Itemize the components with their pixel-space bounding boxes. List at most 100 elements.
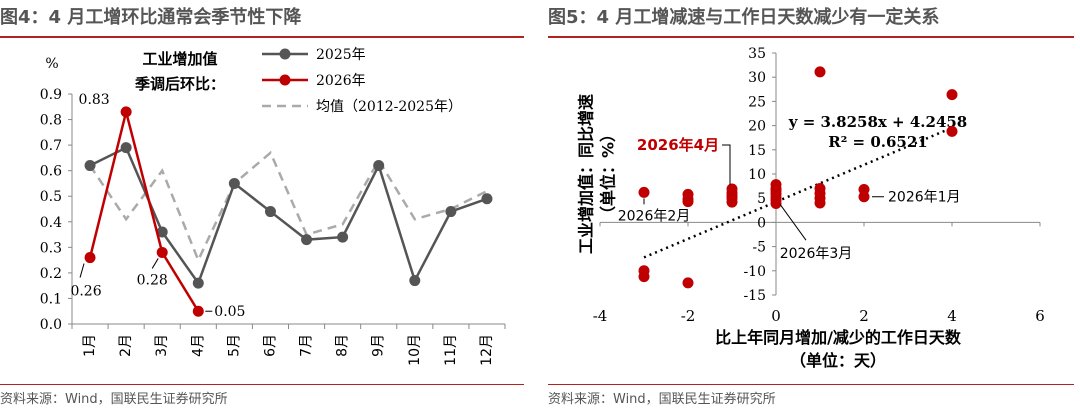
source-note: 资料来源：Wind，国联民生证券研究所 — [548, 392, 776, 407]
trendline-equation: y = 3.8258x + 4.2458 — [788, 113, 968, 131]
annotation-leader — [779, 203, 807, 241]
y-tick-label: 0.2 — [40, 266, 62, 282]
scatter-point — [638, 271, 650, 283]
x-tick-label: -2 — [681, 307, 696, 325]
series-point-0 — [120, 142, 132, 154]
right-chart-panel: 图5：4 月工增减速与工作日天数减少有一定关系 -15 -10 -5 0 5 10 15 20… — [548, 0, 1080, 418]
title-divider — [0, 36, 524, 38]
scatter-point — [726, 196, 738, 208]
leader-line — [79, 263, 85, 278]
data-label: 0.26 — [70, 284, 101, 300]
series-point-0 — [84, 160, 96, 172]
scatter-point — [946, 125, 958, 137]
x-tick-label: 9月 — [371, 334, 387, 357]
scatter-point — [770, 198, 782, 210]
legend-marker — [279, 74, 291, 86]
y-tick-label: 5 — [757, 191, 766, 207]
series-line-2 — [89, 150, 488, 264]
y-tick-label: 0.3 — [40, 240, 62, 256]
data-label: 0.83 — [79, 92, 110, 108]
legend-title: 季调后环比： — [135, 75, 225, 93]
x-tick-label: 4月 — [190, 334, 206, 357]
x-tick-label: 6月 — [262, 334, 278, 357]
y-tick-label: 0.0 — [40, 317, 62, 333]
x-tick-label: 11月 — [443, 334, 459, 366]
series-point-1 — [84, 252, 96, 264]
series-point-0 — [481, 193, 493, 205]
scatter-point — [682, 196, 694, 208]
x-tick-label: 1月 — [82, 334, 98, 357]
x-tick-label: 10月 — [407, 334, 423, 366]
y-tick-label: 0 — [757, 215, 766, 231]
y-tick-label: 0.7 — [40, 138, 62, 154]
leader-line — [151, 258, 159, 269]
data-label: 0.28 — [137, 272, 168, 288]
x-axis-label: （单位：天） — [790, 351, 886, 370]
x-tick-label: 4 — [947, 307, 957, 325]
series-point-0 — [409, 275, 421, 287]
source-divider — [0, 384, 524, 385]
scatter-point — [858, 191, 870, 203]
trendline — [643, 126, 953, 259]
legend-entry: 2026年 — [316, 73, 366, 89]
title-divider — [548, 36, 1074, 38]
data-label: 0.05 — [214, 304, 245, 320]
series-point-0 — [156, 226, 168, 238]
y-tick-label: -15 — [743, 288, 766, 304]
series-point-0 — [264, 206, 276, 218]
x-tick-label: 2月 — [118, 334, 134, 357]
series-line-1 — [88, 111, 200, 312]
x-tick-label: 8月 — [335, 334, 351, 357]
y-tick-label: 0.6 — [40, 164, 62, 180]
scatter-point — [638, 186, 650, 198]
y-tick-label: 20 — [748, 119, 766, 135]
series-point-0 — [192, 277, 204, 289]
series-point-1 — [192, 305, 204, 317]
line-chart: 0.0 0.1 0.2 0.3 0.4 0.5 0.6 0.7 0.8 0.9% 1月 2月 3月 4月 5… — [40, 47, 506, 366]
y-tick-label: 0.1 — [40, 291, 62, 307]
x-axis-label: 比上年同月增加/减少的工作日天数 — [715, 328, 962, 347]
y-tick-label: 25 — [748, 94, 766, 110]
y-tick-label: 15 — [748, 143, 766, 159]
x-tick-label: 12月 — [479, 334, 495, 366]
y-tick-label: 10 — [748, 167, 766, 183]
series-point-0 — [228, 177, 240, 189]
legend-title: 工业增加值 — [142, 50, 217, 68]
annotation-leader — [722, 144, 731, 185]
annotation-label: 2026年1月 — [888, 190, 961, 206]
scatter-chart: -15 -10 -5 0 5 10 15 20 25 30 35 -4 -2 0 2 4 6 比上年同月增加/减少… — [577, 46, 1045, 370]
annotation-label: 2026年4月 — [637, 136, 719, 154]
scatter-point — [814, 66, 826, 78]
legend-marker — [279, 48, 291, 60]
series-point-1 — [156, 246, 168, 258]
trendline-r-squared: R² = 0.6521 — [828, 133, 927, 151]
y-tick-label: 0.4 — [40, 215, 62, 231]
x-tick-label: 2 — [859, 307, 869, 325]
x-tick-label: 0 — [771, 307, 781, 325]
left-chart-panel: 图4：4 月工增环比通常会季节性下降 0.0 0.1 0.2 0.3 0.4 0.5 0.6… — [0, 0, 530, 418]
annotation-label: 2026年2月 — [618, 208, 691, 224]
y-axis-label: （单位：%） — [599, 126, 618, 222]
x-tick-label: -4 — [593, 307, 608, 325]
chart-title: 图5：4 月工增减速与工作日天数减少有一定关系 — [548, 7, 940, 28]
legend-entry: 均值（2012-2025年） — [316, 99, 462, 115]
annotation-label: 2026年3月 — [780, 246, 853, 262]
y-tick-label: 0.8 — [40, 113, 62, 129]
y-tick-label: 0.9 — [40, 87, 62, 103]
x-tick-label: 3月 — [154, 334, 170, 357]
series-line-0 — [89, 145, 488, 286]
x-tick-label: 5月 — [226, 334, 242, 357]
scatter-point — [814, 197, 826, 209]
scatter-point — [946, 89, 958, 101]
scatter-point — [682, 277, 694, 289]
y-tick-label: 30 — [748, 70, 766, 86]
x-tick-label: 6 — [1035, 307, 1045, 325]
series-point-0 — [373, 160, 385, 172]
y-axis-label: % — [45, 56, 58, 72]
series-point-0 — [445, 206, 457, 218]
series-point-0 — [301, 234, 313, 246]
source-note: 资料来源：Wind，国联民生证券研究所 — [0, 392, 228, 407]
series-point-0 — [337, 231, 349, 243]
y-tick-label: 35 — [748, 46, 766, 62]
source-divider — [548, 384, 1074, 385]
